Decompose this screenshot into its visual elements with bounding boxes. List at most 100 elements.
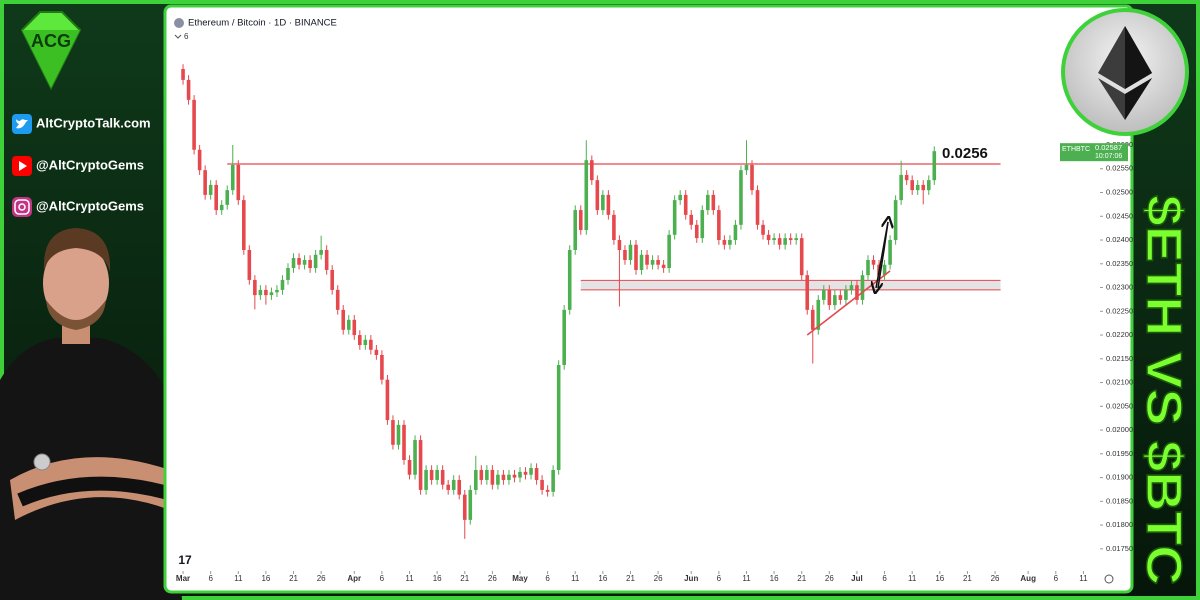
headline: $ETH VS $BTC — [1136, 195, 1192, 585]
y-tick-label: 0.02450 — [1106, 211, 1133, 220]
candle-body — [512, 474, 517, 478]
candle-body — [816, 299, 821, 330]
candle-body — [269, 292, 274, 296]
candle-body — [391, 420, 395, 445]
support-zone — [580, 280, 1001, 290]
twitter-icon — [12, 114, 32, 134]
candle-body — [717, 210, 721, 241]
candle-body — [319, 250, 323, 255]
arrow — [876, 221, 889, 288]
candle-body — [181, 68, 185, 80]
candle-body — [369, 339, 373, 350]
candle-body — [672, 200, 677, 235]
candle-body — [866, 259, 870, 276]
candle-body — [496, 474, 500, 485]
candle-body — [838, 295, 843, 300]
candle-body — [297, 258, 301, 265]
x-tick-label: 21 — [289, 574, 298, 583]
candle-body — [893, 200, 898, 241]
candle-body — [722, 240, 727, 245]
candle-body — [783, 238, 787, 245]
candle-body — [772, 238, 776, 241]
y-tick-label: 0.02350 — [1106, 259, 1133, 268]
candle-body — [275, 289, 279, 293]
website: AltCryptoTalk.com — [36, 115, 151, 130]
candle-body — [810, 309, 815, 330]
candle-body — [667, 234, 671, 269]
x-tick-label: May — [512, 574, 528, 583]
indicator-toggle[interactable] — [174, 34, 182, 39]
y-tick-label: 0.01900 — [1106, 473, 1133, 482]
x-tick-label: 16 — [433, 574, 442, 583]
candle-body — [308, 259, 312, 269]
y-tick-label: 0.01750 — [1106, 544, 1133, 553]
candle-body — [567, 250, 572, 310]
y-tick-label: 0.02150 — [1106, 354, 1133, 363]
candle-body — [904, 174, 909, 181]
candle-body — [424, 469, 428, 490]
candle-body — [617, 240, 622, 250]
candle-body — [523, 471, 528, 475]
candle-body — [645, 254, 649, 265]
candle-body — [291, 258, 296, 269]
x-tick-label: 16 — [598, 574, 607, 583]
candle-body — [407, 460, 412, 475]
candle-body — [656, 259, 660, 265]
candle-body — [363, 339, 368, 346]
candle-body — [446, 484, 450, 490]
y-tick-label: 0.01950 — [1106, 449, 1133, 458]
candle-body — [584, 160, 589, 231]
candle-body — [507, 474, 511, 480]
youtube-handle: @AltCryptoGems — [36, 157, 144, 172]
candle-body — [932, 151, 937, 181]
candle-body — [711, 194, 716, 211]
candle-body — [678, 194, 682, 201]
candle-body — [606, 194, 611, 215]
candle-body — [728, 240, 732, 245]
x-tick-label: 26 — [991, 574, 1000, 583]
candle-body — [766, 234, 771, 241]
candle-body — [739, 170, 743, 225]
x-tick-label: 6 — [545, 574, 550, 583]
candle-body — [612, 214, 616, 241]
plot: 0.026000.025500.025000.024500.024000.023… — [176, 64, 1133, 583]
candle-body — [302, 259, 307, 265]
x-tick-label: 11 — [405, 574, 414, 583]
x-tick-label: 16 — [261, 574, 270, 583]
candle-body — [429, 469, 434, 480]
svg-text:ACG: ACG — [31, 31, 71, 51]
eth-badge — [1061, 8, 1189, 136]
x-tick-label: 11 — [908, 574, 917, 583]
x-tick-label: 11 — [1079, 574, 1088, 583]
candle-body — [214, 184, 218, 211]
candle-body — [573, 210, 578, 250]
x-tick-label: Jul — [851, 574, 863, 583]
price-label-symbol: ETHBTC — [1062, 146, 1090, 153]
x-tick-label: Apr — [347, 574, 361, 583]
x-tick-label: 6 — [717, 574, 722, 583]
x-tick-label: 21 — [963, 574, 972, 583]
candle-body — [700, 210, 705, 239]
candle-body — [761, 224, 765, 235]
candle-body — [374, 349, 379, 355]
candle-body — [518, 471, 522, 478]
tv-logo: 17 — [178, 553, 192, 567]
indicator-count: 6 — [184, 32, 189, 41]
candle-body — [435, 469, 439, 480]
candle-body — [926, 180, 931, 191]
candle-body — [733, 224, 738, 241]
price-label-box — [1060, 143, 1128, 162]
x-tick-label: 21 — [460, 574, 469, 583]
candle-body — [219, 204, 224, 211]
settings-icon[interactable] — [1104, 574, 1114, 584]
candle-body — [921, 184, 926, 191]
candle-body — [203, 170, 207, 195]
candle-body — [440, 469, 445, 485]
x-tick-label: 16 — [935, 574, 944, 583]
y-tick-label: 0.02300 — [1106, 283, 1133, 292]
candle-body — [186, 79, 191, 100]
candle-body — [402, 424, 406, 460]
candle-body — [844, 289, 848, 300]
candle-body — [313, 254, 318, 269]
candle-body — [485, 469, 489, 480]
